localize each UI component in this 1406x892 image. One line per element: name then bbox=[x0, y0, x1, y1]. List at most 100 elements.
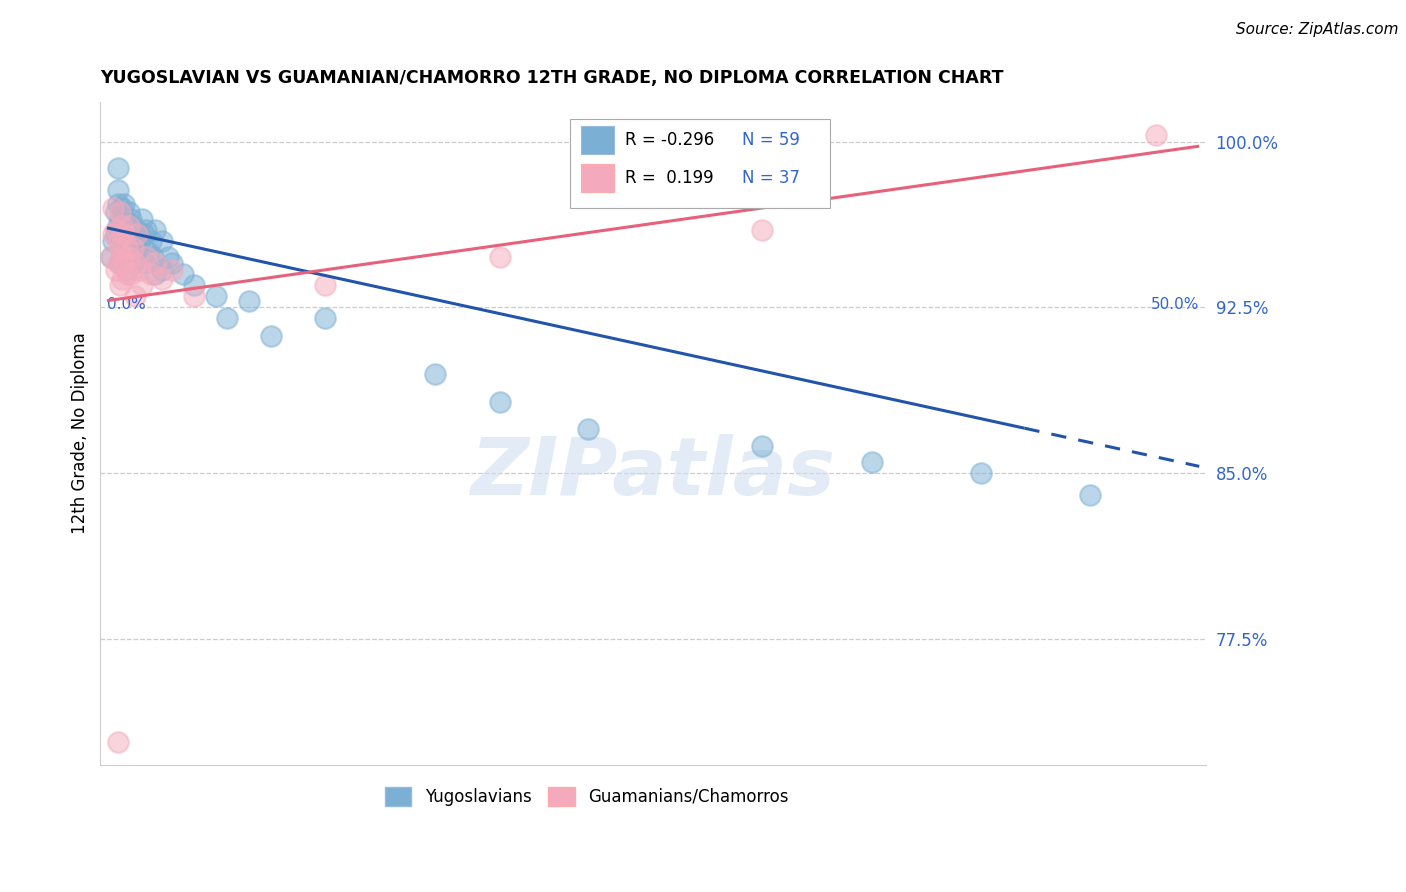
Point bbox=[118, 205, 141, 219]
Point bbox=[150, 234, 173, 248]
Point bbox=[120, 267, 142, 281]
Point bbox=[111, 271, 134, 285]
Legend: Yugoslavians, Guamanians/Chamorros: Yugoslavians, Guamanians/Chamorros bbox=[378, 780, 796, 813]
Point bbox=[260, 329, 283, 343]
Point bbox=[111, 219, 134, 233]
Point bbox=[122, 256, 145, 270]
FancyBboxPatch shape bbox=[581, 164, 614, 192]
Point bbox=[104, 262, 127, 277]
Point bbox=[150, 271, 173, 285]
Point bbox=[238, 293, 260, 308]
Point bbox=[124, 227, 146, 242]
Point bbox=[751, 223, 773, 237]
Point bbox=[107, 256, 129, 270]
Point bbox=[314, 311, 336, 326]
Point bbox=[107, 219, 129, 233]
Point bbox=[124, 289, 146, 303]
Point bbox=[100, 250, 122, 264]
Point bbox=[150, 262, 173, 277]
Point bbox=[108, 212, 131, 227]
Point bbox=[138, 245, 160, 260]
Point bbox=[172, 267, 194, 281]
Point bbox=[103, 227, 125, 242]
Point bbox=[128, 262, 150, 277]
Point bbox=[135, 223, 157, 237]
Point bbox=[103, 201, 125, 215]
Point bbox=[1078, 488, 1101, 502]
Point bbox=[127, 223, 149, 237]
Text: ZIPatlas: ZIPatlas bbox=[471, 434, 835, 512]
Point bbox=[120, 212, 142, 227]
Point bbox=[112, 196, 135, 211]
Text: Source: ZipAtlas.com: Source: ZipAtlas.com bbox=[1236, 22, 1399, 37]
Point bbox=[143, 267, 166, 281]
Point bbox=[162, 256, 184, 270]
Point bbox=[143, 256, 166, 270]
Point bbox=[118, 227, 141, 242]
FancyBboxPatch shape bbox=[581, 126, 614, 153]
Point bbox=[111, 250, 134, 264]
Text: R =  0.199: R = 0.199 bbox=[626, 169, 714, 187]
Text: YUGOSLAVIAN VS GUAMANIAN/CHAMORRO 12TH GRADE, NO DIPLOMA CORRELATION CHART: YUGOSLAVIAN VS GUAMANIAN/CHAMORRO 12TH G… bbox=[100, 69, 1004, 87]
Point bbox=[139, 267, 162, 281]
Point bbox=[103, 234, 125, 248]
Point bbox=[118, 250, 141, 264]
Point bbox=[104, 205, 127, 219]
Text: 0.0%: 0.0% bbox=[107, 297, 146, 311]
Point bbox=[131, 278, 153, 293]
Point bbox=[751, 440, 773, 454]
Point bbox=[183, 289, 205, 303]
Point bbox=[122, 241, 145, 255]
Point bbox=[860, 455, 883, 469]
Text: R = -0.296: R = -0.296 bbox=[626, 131, 714, 149]
Point bbox=[112, 227, 135, 242]
Point bbox=[112, 256, 135, 270]
Point bbox=[112, 212, 135, 227]
Point bbox=[107, 735, 129, 749]
Point bbox=[423, 367, 446, 381]
Point bbox=[111, 250, 134, 264]
Point bbox=[157, 250, 180, 264]
Point bbox=[118, 250, 141, 264]
Point bbox=[104, 223, 127, 237]
Point bbox=[122, 219, 145, 233]
Point bbox=[215, 311, 238, 326]
Point bbox=[131, 212, 153, 227]
Point bbox=[107, 234, 129, 248]
Y-axis label: 12th Grade, No Diploma: 12th Grade, No Diploma bbox=[72, 333, 89, 534]
Text: 50.0%: 50.0% bbox=[1152, 297, 1199, 311]
Point bbox=[115, 267, 138, 281]
Point bbox=[314, 278, 336, 293]
Point bbox=[576, 422, 599, 436]
Point bbox=[107, 161, 129, 176]
Point bbox=[162, 262, 184, 277]
Point bbox=[124, 256, 146, 270]
Point bbox=[1144, 128, 1167, 142]
Point bbox=[104, 227, 127, 242]
Point bbox=[142, 250, 165, 264]
Point bbox=[205, 289, 228, 303]
Point bbox=[132, 227, 155, 242]
Point bbox=[127, 241, 149, 255]
FancyBboxPatch shape bbox=[571, 119, 830, 208]
Point bbox=[135, 250, 157, 264]
Point bbox=[111, 201, 134, 215]
Point bbox=[128, 234, 150, 248]
Text: N = 59: N = 59 bbox=[741, 131, 800, 149]
Point bbox=[118, 219, 141, 233]
Point bbox=[108, 241, 131, 255]
Point bbox=[120, 234, 142, 248]
Point bbox=[143, 223, 166, 237]
Point bbox=[111, 234, 134, 248]
Point bbox=[108, 205, 131, 219]
Point bbox=[108, 278, 131, 293]
Point bbox=[115, 262, 138, 277]
Text: N = 37: N = 37 bbox=[741, 169, 800, 187]
Point bbox=[100, 250, 122, 264]
Point bbox=[107, 196, 129, 211]
Point bbox=[107, 183, 129, 197]
Point bbox=[489, 395, 512, 409]
Point bbox=[115, 241, 138, 255]
Point bbox=[127, 227, 149, 242]
Point bbox=[183, 278, 205, 293]
